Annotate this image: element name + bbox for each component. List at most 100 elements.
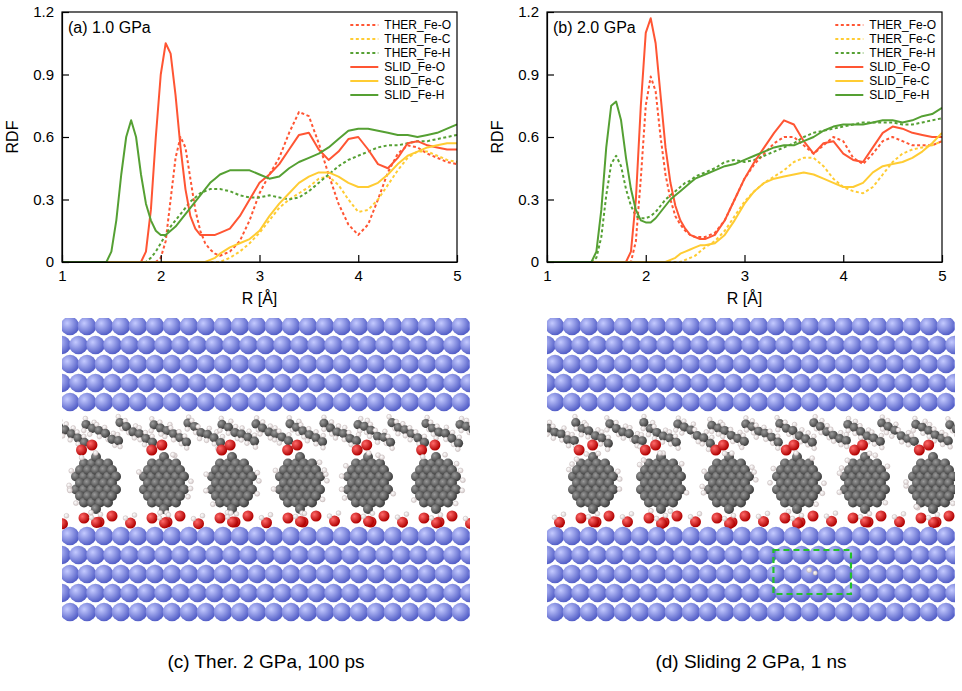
fe-atom	[614, 565, 633, 584]
fe-atom	[911, 336, 930, 355]
fe-atom	[724, 546, 743, 565]
legend-swatch	[835, 80, 863, 82]
fe-atom	[188, 584, 207, 603]
x-tick: 3	[741, 255, 749, 284]
h-atom	[700, 442, 705, 447]
h-atom	[322, 427, 327, 432]
fe-atom	[350, 393, 369, 412]
fe-atom	[826, 374, 845, 393]
fe-atom	[639, 336, 658, 355]
fe-atom	[911, 546, 930, 565]
c-atom	[672, 438, 681, 447]
fe-atom	[299, 565, 318, 584]
fe-atom	[62, 393, 79, 412]
legend-swatch	[835, 66, 863, 68]
fe-atom	[682, 603, 701, 622]
h-atom	[899, 440, 904, 445]
fe-atom	[597, 603, 616, 622]
h-atom	[813, 571, 817, 575]
fe-atom	[205, 546, 224, 565]
x-axis: 12345	[543, 255, 946, 284]
fe-atom	[665, 565, 684, 584]
o-atom	[416, 445, 427, 456]
y-tick-mark	[547, 262, 554, 263]
o-atom	[672, 511, 683, 522]
fe-atom	[954, 603, 955, 622]
plot-frame	[547, 12, 942, 262]
fe-atom	[256, 546, 275, 565]
fe-atom	[665, 393, 684, 412]
h-atom	[885, 464, 890, 469]
h-atom	[586, 514, 591, 519]
fe-atom	[750, 527, 769, 546]
fe-atom	[333, 565, 352, 584]
fe-atom	[784, 355, 803, 374]
c-atom	[447, 491, 457, 501]
plot-lines	[62, 43, 457, 262]
h-atom	[320, 497, 325, 502]
fe-atom	[954, 565, 955, 584]
legend-label: THER_Fe-C	[384, 32, 450, 46]
fe-atom	[911, 374, 930, 393]
h-atom	[453, 501, 458, 506]
fe-atom	[869, 527, 888, 546]
fe-atom	[231, 603, 250, 622]
fe-atom	[869, 355, 888, 374]
fe-atom	[750, 318, 769, 335]
h-atom	[123, 516, 128, 521]
x-tick-label: 1	[58, 267, 66, 284]
fe-atom	[784, 318, 803, 335]
fe-atom	[554, 336, 573, 355]
fe-atom	[852, 603, 871, 622]
fe-atom	[554, 546, 573, 565]
fe-atom	[937, 393, 955, 412]
h-atom	[596, 451, 601, 456]
fe-atom	[358, 584, 377, 603]
y-tick-mark	[62, 74, 69, 75]
fe-atom	[112, 527, 131, 546]
c-atom	[379, 491, 389, 501]
fe-atom	[384, 565, 403, 584]
y-tick: 0.9	[518, 66, 554, 83]
h-atom	[460, 488, 465, 493]
fe-atom	[137, 374, 156, 393]
fe-atom	[248, 565, 267, 584]
fe-atom	[767, 393, 786, 412]
snapshot-panel: (d) Sliding 2 GPa, 1 ns	[529, 317, 962, 672]
fe-atom	[792, 336, 811, 355]
c-atom	[740, 437, 749, 446]
fe-atom	[231, 393, 250, 412]
fe-atom	[171, 336, 190, 355]
fe-atom	[299, 603, 318, 622]
fe-atom	[648, 355, 667, 374]
fe-atom	[367, 565, 386, 584]
y-tick-label: 0	[531, 253, 539, 270]
h-atom	[469, 421, 470, 426]
fe-atom	[877, 374, 896, 393]
fe-atom	[835, 603, 854, 622]
o-atom	[780, 513, 791, 524]
o-atom	[740, 511, 751, 522]
h-atom	[396, 431, 401, 436]
o-atom	[292, 440, 303, 451]
h-atom	[812, 446, 817, 451]
legend-swatch	[350, 24, 378, 26]
fe-atom	[95, 318, 114, 335]
fe-atom	[86, 584, 105, 603]
fe-atom	[597, 527, 616, 546]
h-atom	[605, 447, 610, 452]
h-atom	[81, 428, 86, 433]
fe-atom	[120, 374, 139, 393]
fe-atom	[248, 318, 267, 335]
fe-atom	[784, 565, 803, 584]
fe-atom	[945, 546, 955, 565]
h-atom	[873, 453, 878, 458]
chart-panel: 1234500.30.60.91.2R [Å]RDF(b) 2.0 GPaTHE…	[489, 3, 947, 307]
fe-atom	[265, 527, 284, 546]
legend-entry: SLID_Fe-C	[350, 74, 444, 88]
fe-atom	[146, 565, 165, 584]
h-atom	[339, 487, 344, 492]
y-tick-mark	[547, 12, 554, 13]
fe-atom	[248, 603, 267, 622]
h-atom	[366, 451, 371, 456]
